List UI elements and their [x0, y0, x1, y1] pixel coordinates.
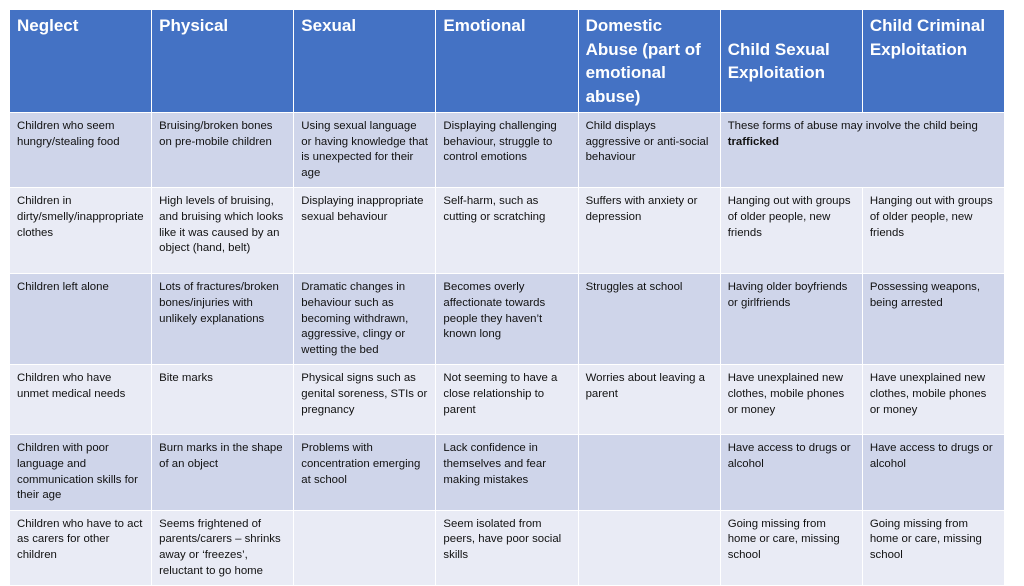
cell-physical: Bite marks — [151, 364, 295, 436]
cell-sexual: Physical signs such as genital soreness,… — [293, 364, 437, 436]
cell-cse: Have unexplained new clothes, mobile pho… — [719, 364, 863, 436]
cell-physical: Seems frightened of parents/carers – shr… — [151, 509, 295, 586]
cell-neglect: Children who have unmet medical needs — [8, 364, 153, 436]
table-row: Children with poor language and communic… — [8, 434, 1006, 511]
header-domestic-abuse: Domestic Abuse (part of emotional abuse) — [577, 9, 721, 113]
table-row: Children who have to act as carers for o… — [8, 509, 1006, 586]
cell-cce: Have access to drugs or alcohol — [861, 434, 1006, 511]
cell-physical: High levels of bruising, and bruising wh… — [151, 187, 295, 275]
cell-domestic: Worries about leaving a parent — [577, 364, 721, 436]
cell-physical: Burn marks in the shape of an object — [151, 434, 295, 511]
table-row: Children who have unmet medical needs Bi… — [8, 364, 1006, 436]
cell-emotional: Not seeming to have a close relationship… — [435, 364, 579, 436]
cell-sexual — [293, 509, 437, 586]
cell-sexual: Dramatic changes in behaviour such as be… — [293, 273, 437, 366]
cell-cse: Having older boyfriends or girlfriends — [719, 273, 863, 366]
cell-emotional: Displaying challenging behaviour, strugg… — [435, 111, 579, 189]
cell-emotional: Becomes overly affectionate towards peop… — [435, 273, 579, 366]
cell-sexual: Displaying inappropriate sexual behaviou… — [293, 187, 437, 275]
header-physical: Physical — [151, 9, 295, 113]
cell-emotional: Seem isolated from peers, have poor soci… — [435, 509, 579, 586]
cell-cse: Hanging out with groups of older people,… — [719, 187, 863, 275]
cell-physical: Bruising/broken bones on pre-mobile chil… — [151, 111, 295, 189]
header-child-sexual-exploitation: Child Sexual Exploitation — [719, 9, 863, 113]
cell-domestic: Child displays aggressive or anti-social… — [577, 111, 721, 189]
cell-sexual: Problems with concentration emerging at … — [293, 434, 437, 511]
cell-emotional: Lack confidence in themselves and fear m… — [435, 434, 579, 511]
cell-neglect: Children in dirty/smelly/inappropriate c… — [8, 187, 153, 275]
cell-emotional: Self-harm, such as cutting or scratching — [435, 187, 579, 275]
cell-cce: Hanging out with groups of older people,… — [861, 187, 1006, 275]
table-row: Children who seem hungry/stealing food B… — [8, 111, 1006, 189]
exploitation-note-text: These forms of abuse may involve the chi… — [727, 120, 978, 132]
cell-domestic: Struggles at school — [577, 273, 721, 366]
cell-cse: Going missing from home or care, missing… — [719, 509, 863, 586]
cell-neglect: Children who seem hungry/stealing food — [8, 111, 153, 189]
header-child-criminal-exploitation: Child Criminal Exploitation — [861, 9, 1006, 113]
cell-cce: Possessing weapons, being arrested — [861, 273, 1006, 366]
abuse-signs-slide: Neglect Physical Sexual Emotional Domest… — [8, 9, 1006, 586]
cell-exploitation-note: These forms of abuse may involve the chi… — [719, 111, 1006, 189]
cell-neglect: Children with poor language and communic… — [8, 434, 153, 511]
table-row: Children left alone Lots of fractures/br… — [8, 273, 1006, 366]
cell-cce: Going missing from home or care, missing… — [861, 509, 1006, 586]
header-neglect: Neglect — [8, 9, 153, 113]
cell-cse: Have access to drugs or alcohol — [719, 434, 863, 511]
cell-neglect: Children who have to act as carers for o… — [8, 509, 153, 586]
cell-sexual: Using sexual language or having knowledg… — [293, 111, 437, 189]
header-row: Neglect Physical Sexual Emotional Domest… — [8, 9, 1006, 113]
cell-physical: Lots of fractures/broken bones/injuries … — [151, 273, 295, 366]
header-sexual: Sexual — [293, 9, 437, 113]
cell-cce: Have unexplained new clothes, mobile pho… — [861, 364, 1006, 436]
cell-neglect: Children left alone — [8, 273, 153, 366]
header-emotional: Emotional — [435, 9, 579, 113]
table-row: Children in dirty/smelly/inappropriate c… — [8, 187, 1006, 275]
abuse-signs-table: Neglect Physical Sexual Emotional Domest… — [8, 9, 1006, 586]
exploitation-note-bold: trafficked — [727, 135, 779, 148]
cell-domestic — [577, 509, 721, 586]
cell-domestic — [577, 434, 721, 511]
cell-domestic: Suffers with anxiety or depression — [577, 187, 721, 275]
